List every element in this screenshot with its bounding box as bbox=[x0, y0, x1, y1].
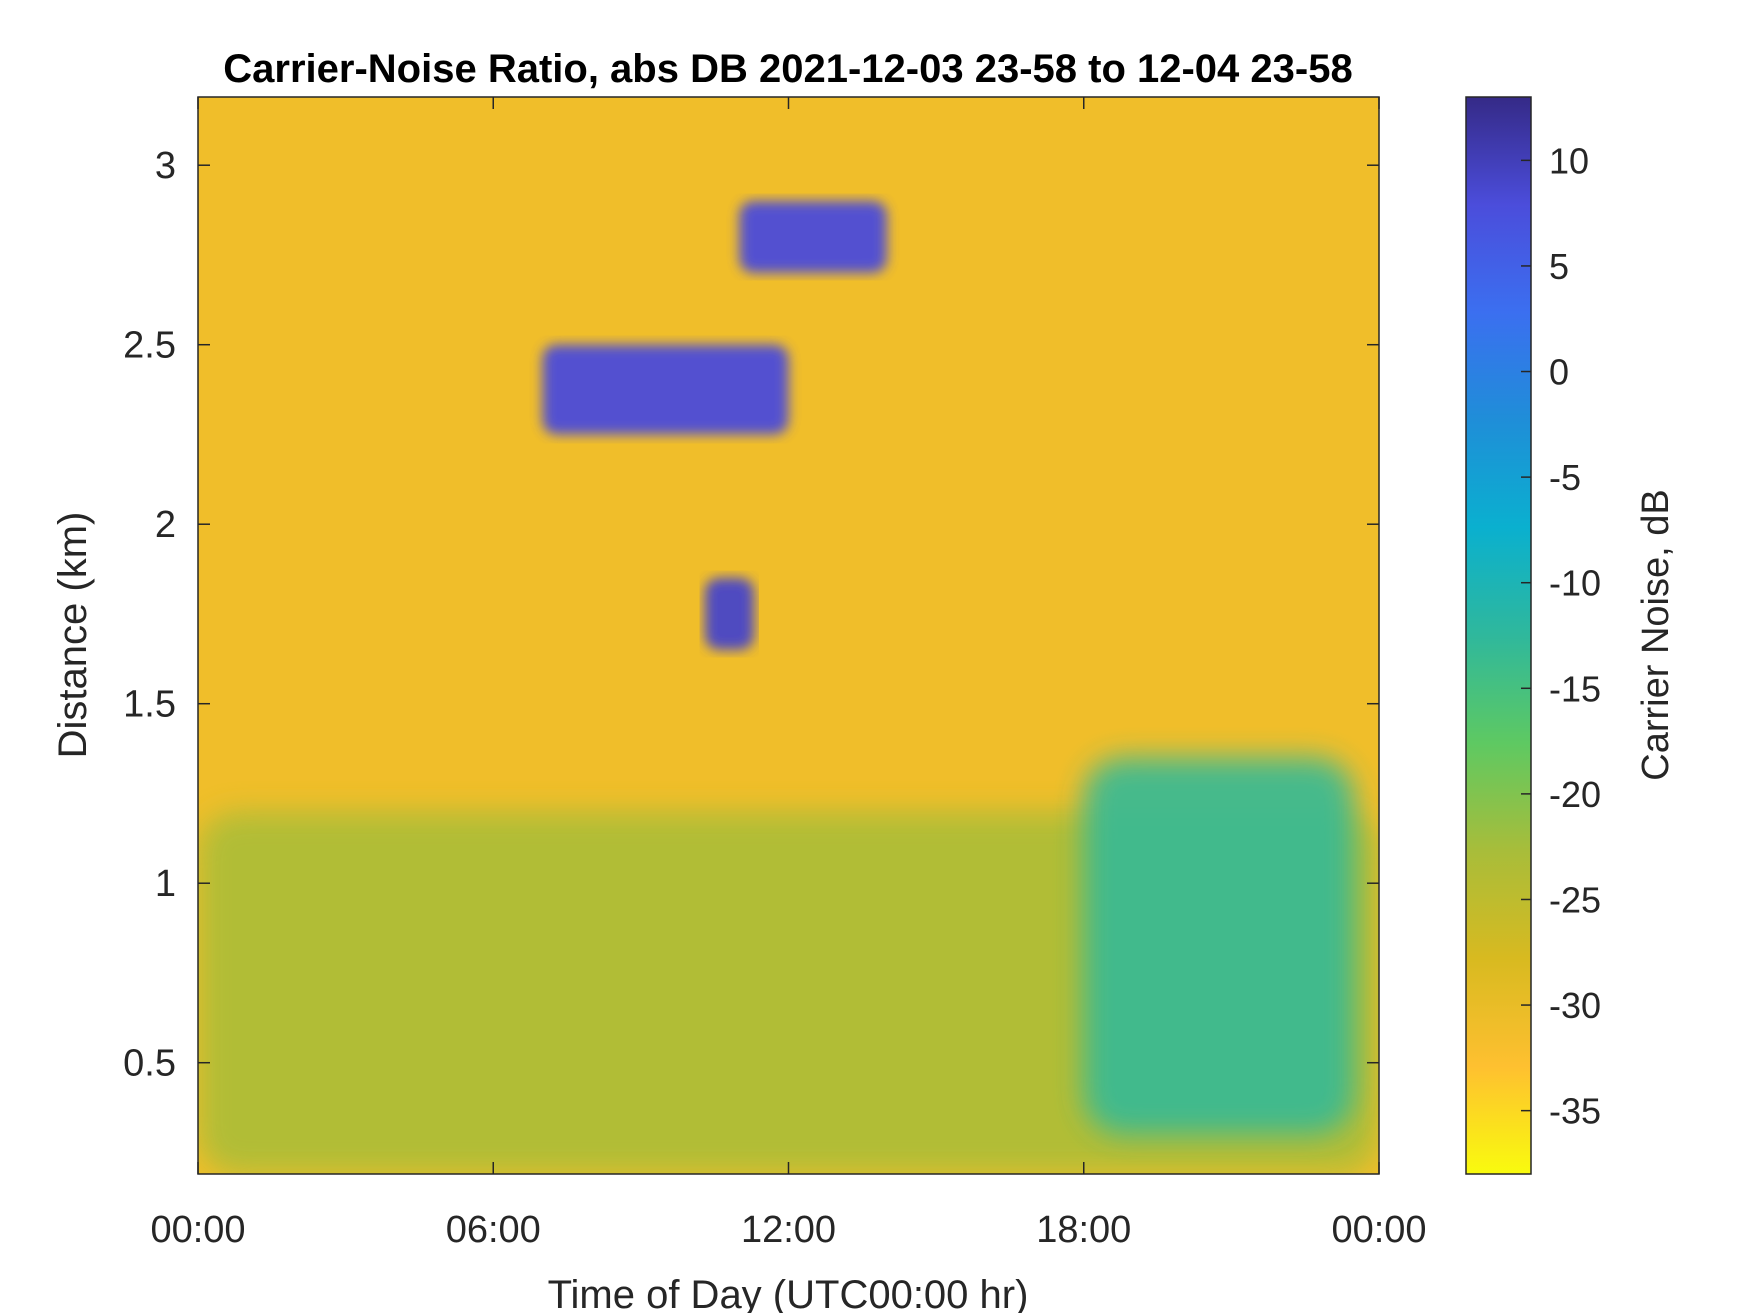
colorbar-ramp bbox=[1465, 96, 1532, 1175]
colorbar-tick-label: -10 bbox=[1549, 563, 1601, 604]
x-tick-label: 00:00 bbox=[1331, 1209, 1426, 1251]
x-tick-label: 12:00 bbox=[741, 1209, 836, 1251]
colorbar-tick-label: -20 bbox=[1549, 774, 1601, 815]
y-tick-label: 1.5 bbox=[123, 684, 176, 726]
y-tick-label: 3 bbox=[155, 145, 176, 187]
y-tick-label: 1 bbox=[155, 863, 176, 905]
x-axis: 00:00 06:00 12:00 18:00 00:00 bbox=[150, 97, 1427, 1251]
colorbar-tick-label: -15 bbox=[1549, 668, 1601, 709]
y-axis: 0.5 1 1.5 2 2.5 3 bbox=[123, 145, 1379, 1085]
y-axis-label: Distance (km) bbox=[51, 512, 95, 759]
colorbar: 10 5 0 -5 -10 -15 -20 -25 -30 -35 Carrier Noise, … bbox=[1465, 96, 1677, 1175]
x-axis-label: Time of Day (UTC00:00 hr) bbox=[548, 1273, 1029, 1313]
y-tick-label: 0.5 bbox=[123, 1043, 176, 1085]
colorbar-ticks: 10 5 0 -5 -10 -15 -20 -25 -30 -35 bbox=[1521, 140, 1601, 1132]
colorbar-tick-label: 5 bbox=[1549, 246, 1569, 287]
colorbar-tick-label: 0 bbox=[1549, 352, 1569, 393]
heatmap-region-2 bbox=[1083, 757, 1355, 1135]
colorbar-tick-label: -30 bbox=[1549, 985, 1601, 1026]
heatmap-region-4 bbox=[739, 201, 887, 273]
x-tick-label: 18:00 bbox=[1036, 1209, 1131, 1251]
heatmap-region-3 bbox=[542, 344, 789, 435]
heatmap-features bbox=[198, 201, 1379, 1174]
x-tick-label: 06:00 bbox=[446, 1209, 541, 1251]
colorbar-tick-label: -5 bbox=[1549, 457, 1581, 498]
heatmap-region-5 bbox=[704, 578, 755, 650]
colorbar-tick-label: -25 bbox=[1549, 879, 1601, 920]
chart-title: Carrier-Noise Ratio, abs DB 2021-12-03 2… bbox=[223, 47, 1352, 91]
y-tick-label: 2.5 bbox=[123, 325, 176, 367]
colorbar-tick-label: -35 bbox=[1549, 1091, 1601, 1132]
colorbar-label: Carrier Noise, dB bbox=[1635, 489, 1677, 780]
colorbar-tick-label: 10 bbox=[1549, 140, 1589, 181]
plot-area bbox=[198, 97, 1379, 1174]
x-tick-label: 00:00 bbox=[150, 1209, 245, 1251]
y-tick-label: 2 bbox=[155, 504, 176, 546]
